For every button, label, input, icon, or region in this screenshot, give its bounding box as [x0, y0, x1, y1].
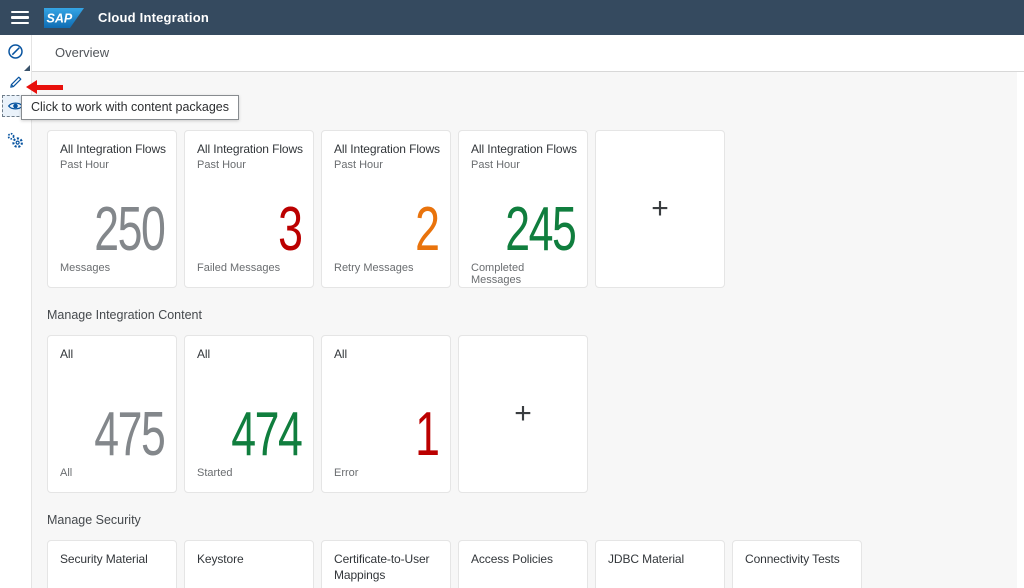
kpi-tile-started[interactable]: All 474 Started	[184, 335, 314, 493]
kpi-tile-completed-messages[interactable]: All Integration Flows Past Hour 245 Comp…	[458, 130, 588, 288]
link-tile-access-policies[interactable]: Access Policies	[458, 540, 588, 588]
tooltip: Click to work with content packages	[21, 95, 240, 120]
selected-nav-marker	[24, 65, 30, 71]
tile-row-integration-content: All 475 All All 474 Started All 1 Error …	[47, 335, 1024, 493]
kpi-value: 250	[93, 195, 166, 265]
tile-title: Keystore	[197, 552, 244, 566]
shell-header: SAP Cloud Integration	[0, 0, 1024, 35]
kpi-value: 475	[93, 400, 166, 470]
plus-icon: +	[514, 396, 532, 430]
pencil-icon	[9, 76, 21, 88]
app-title: Cloud Integration	[98, 10, 209, 25]
section-title-integration-content: Manage Integration Content	[47, 308, 202, 322]
tile-footer: Completed Messages	[471, 262, 525, 286]
kpi-value: 1	[414, 400, 440, 470]
tile-footer: Messages	[60, 262, 111, 274]
settings-gears-icon	[7, 132, 23, 148]
tile-footer: Failed Messages	[197, 262, 281, 274]
tile-subtitle: Past Hour	[471, 158, 520, 171]
tile-subtitle: Past Hour	[197, 158, 246, 171]
kpi-tile-retry-messages[interactable]: All Integration Flows Past Hour 2 Retry …	[321, 130, 451, 288]
overview-content: All Integration Flows Past Hour 250 Mess…	[32, 72, 1024, 588]
tooltip-text: Click to work with content packages	[31, 100, 230, 114]
add-tile-button[interactable]: +	[595, 130, 725, 288]
tile-title: Access Policies	[471, 552, 553, 566]
tile-title: All	[197, 347, 211, 361]
tile-footer: All	[60, 467, 73, 479]
kpi-value: 474	[230, 400, 303, 470]
page-title-bar: Overview	[32, 35, 1024, 72]
tile-title: Certificate-to-User Mappings	[334, 552, 430, 582]
link-tile-connectivity-tests[interactable]: Connectivity Tests	[732, 540, 862, 588]
sap-logo[interactable]: SAP	[44, 7, 84, 28]
add-tile-button[interactable]: +	[458, 335, 588, 493]
tile-title: All	[334, 347, 348, 361]
tile-title: Connectivity Tests	[745, 552, 840, 566]
kpi-value: 3	[277, 195, 303, 265]
tile-title: All Integration Flows	[60, 142, 166, 156]
nav-settings[interactable]	[2, 128, 29, 152]
plus-icon: +	[651, 191, 669, 225]
kpi-tile-error[interactable]: All 1 Error	[321, 335, 451, 493]
link-tile-certificate-to-user-mappings[interactable]: Certificate-to-User Mappings	[321, 540, 451, 588]
tile-row-message-processing: All Integration Flows Past Hour 250 Mess…	[47, 130, 1024, 288]
nav-monitor[interactable]	[2, 39, 30, 71]
tile-footer: Started	[197, 467, 233, 479]
tile-footer: Retry Messages	[334, 262, 414, 274]
nav-design[interactable]	[2, 70, 29, 94]
monitor-icon	[8, 43, 23, 59]
tile-row-manage-security: Security Material Keystore Certificate-t…	[47, 540, 1024, 588]
tile-title: All Integration Flows	[471, 142, 577, 156]
tile-title: All Integration Flows	[334, 142, 440, 156]
tile-title: All	[60, 347, 74, 361]
tile-subtitle: Past Hour	[60, 158, 109, 171]
link-tile-jdbc-material[interactable]: JDBC Material	[595, 540, 725, 588]
kpi-value: 2	[414, 195, 440, 265]
kpi-tile-messages[interactable]: All Integration Flows Past Hour 250 Mess…	[47, 130, 177, 288]
kpi-value: 245	[504, 195, 577, 265]
link-tile-keystore[interactable]: Keystore	[184, 540, 314, 588]
section-title-manage-security: Manage Security	[47, 513, 141, 527]
tile-title: Security Material	[60, 552, 148, 566]
tile-title: JDBC Material	[608, 552, 685, 566]
tile-subtitle: Past Hour	[334, 158, 383, 171]
tile-title: All Integration Flows	[197, 142, 303, 156]
kpi-tile-failed-messages[interactable]: All Integration Flows Past Hour 3 Failed…	[184, 130, 314, 288]
tile-footer: Error	[334, 467, 359, 479]
hamburger-menu-icon[interactable]	[11, 10, 29, 25]
page-title: Overview	[55, 45, 110, 60]
link-tile-security-material[interactable]: Security Material	[47, 540, 177, 588]
sap-logo-text: SAP	[47, 11, 73, 25]
kpi-tile-all[interactable]: All 475 All	[47, 335, 177, 493]
scrollbar-track[interactable]	[1017, 72, 1024, 588]
